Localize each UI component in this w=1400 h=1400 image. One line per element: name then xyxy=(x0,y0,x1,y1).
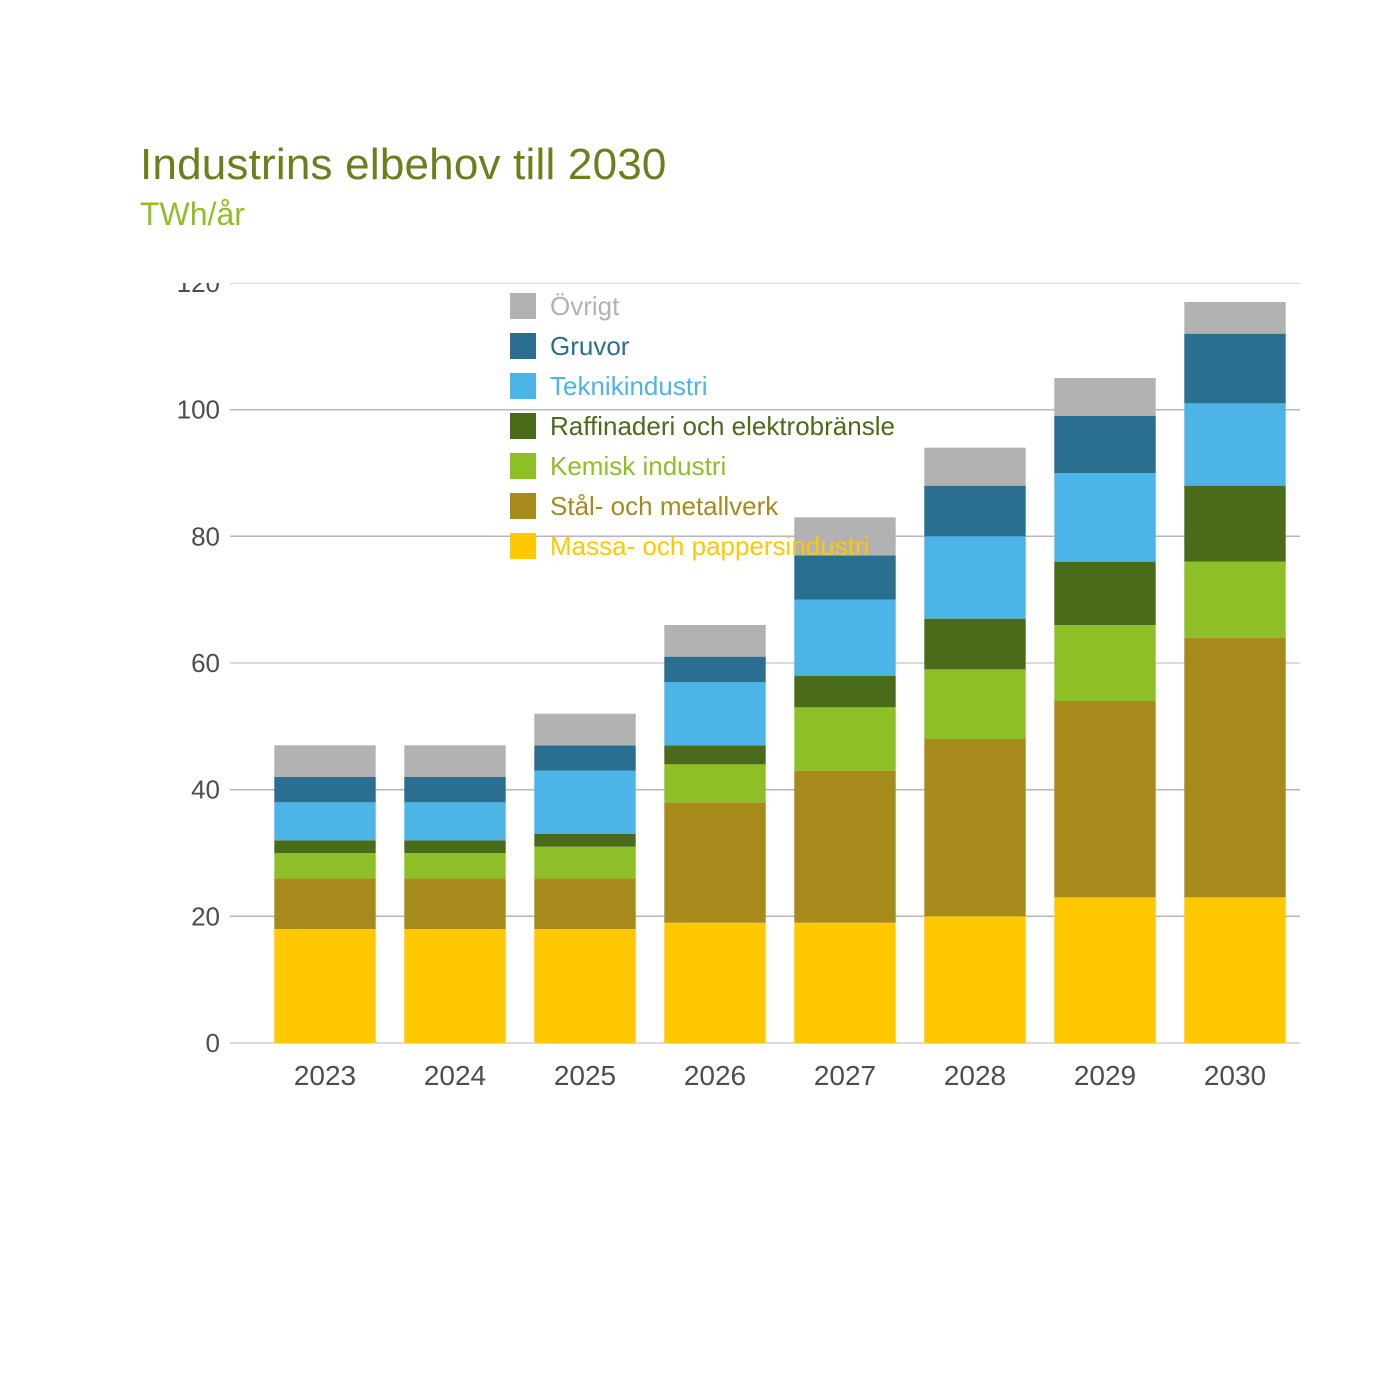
bar-segment-massa xyxy=(1184,897,1285,1043)
bar-segment-stal xyxy=(534,878,635,929)
bar-segment-raff xyxy=(534,834,635,847)
bar-segment-raff xyxy=(404,840,505,853)
legend-swatch xyxy=(510,533,536,559)
legend-label: Stål- och metallverk xyxy=(550,491,779,521)
bar-segment-teknik xyxy=(534,771,635,834)
x-tick-label: 2023 xyxy=(294,1060,356,1091)
bar-segment-gruvor xyxy=(664,657,765,682)
legend-label: Massa- och pappersindustri xyxy=(550,531,869,561)
bar-segment-gruvor xyxy=(404,777,505,802)
bar-segment-stal xyxy=(404,878,505,929)
bar-segment-stal xyxy=(794,771,895,923)
chart-container: Industrins elbehov till 2030 TWh/år TWh/… xyxy=(140,140,1340,1188)
bar-segment-massa xyxy=(534,929,635,1043)
bar-segment-teknik xyxy=(274,802,375,840)
bar-segment-teknik xyxy=(794,600,895,676)
x-tick-label: 2029 xyxy=(1074,1060,1136,1091)
bar-segment-kemisk xyxy=(924,669,1025,739)
bar-segment-teknik xyxy=(404,802,505,840)
bar-segment-gruvor xyxy=(1184,334,1285,404)
bar-segment-raff xyxy=(794,676,895,708)
legend-swatch xyxy=(510,333,536,359)
bar-segment-stal xyxy=(1184,638,1285,898)
bar-segment-stal xyxy=(664,802,765,922)
bar-segment-massa xyxy=(274,929,375,1043)
bar-segment-ovrigt xyxy=(664,625,765,657)
bar-segment-teknik xyxy=(664,682,765,745)
bar-segment-raff xyxy=(274,840,375,853)
x-tick-label: 2027 xyxy=(814,1060,876,1091)
y-tick-label: 120 xyxy=(177,283,220,298)
bar-segment-gruvor xyxy=(924,486,1025,537)
legend-item: Stål- och metallverk xyxy=(510,491,779,521)
bar-segment-massa xyxy=(924,916,1025,1043)
bar-segment-kemisk xyxy=(1054,625,1155,701)
legend-label: Övrigt xyxy=(550,291,620,321)
legend-item: Teknikindustri xyxy=(510,371,708,401)
bar-segment-kemisk xyxy=(404,853,505,878)
bar-segment-ovrigt xyxy=(1054,378,1155,416)
bar-segment-raff xyxy=(1054,562,1155,625)
legend-swatch xyxy=(510,413,536,439)
chart-title: Industrins elbehov till 2030 xyxy=(140,140,1340,190)
y-tick-label: 0 xyxy=(206,1028,220,1058)
bar-segment-raff xyxy=(664,745,765,764)
bar-segment-ovrigt xyxy=(274,745,375,777)
bar-segment-stal xyxy=(924,739,1025,916)
bar-segment-ovrigt xyxy=(534,714,635,746)
bar-segment-gruvor xyxy=(274,777,375,802)
bar-segment-massa xyxy=(1054,897,1155,1043)
y-tick-label: 40 xyxy=(191,775,220,805)
bar-segment-ovrigt xyxy=(924,448,1025,486)
legend-item: Gruvor xyxy=(510,331,630,361)
legend-swatch xyxy=(510,453,536,479)
legend-swatch xyxy=(510,493,536,519)
bar-segment-kemisk xyxy=(1184,562,1285,638)
bar-segment-massa xyxy=(794,923,895,1043)
x-tick-label: 2024 xyxy=(424,1060,486,1091)
bar-segment-raff xyxy=(1184,486,1285,562)
x-tick-label: 2030 xyxy=(1204,1060,1266,1091)
x-tick-label: 2028 xyxy=(944,1060,1006,1091)
chart-subtitle: TWh/år xyxy=(140,196,1340,233)
legend-swatch xyxy=(510,293,536,319)
bar-segment-gruvor xyxy=(794,555,895,599)
bar-segment-kemisk xyxy=(664,764,765,802)
chart-svg: TWh/år0204060801001202023202420252026202… xyxy=(140,283,1340,1183)
y-tick-label: 60 xyxy=(191,648,220,678)
legend-label: Kemisk industri xyxy=(550,451,726,481)
bar-segment-stal xyxy=(1054,701,1155,897)
x-tick-label: 2026 xyxy=(684,1060,746,1091)
bar-segment-gruvor xyxy=(1054,416,1155,473)
bar-segment-stal xyxy=(274,878,375,929)
bar-segment-raff xyxy=(924,619,1025,670)
legend-label: Teknikindustri xyxy=(550,371,708,401)
legend-item: Kemisk industri xyxy=(510,451,726,481)
legend-label: Raffinaderi och elektrobränsle xyxy=(550,411,895,441)
y-tick-label: 100 xyxy=(177,395,220,425)
legend-item: Massa- och pappersindustri xyxy=(510,531,869,561)
legend-item: Övrigt xyxy=(510,291,620,321)
bar-segment-massa xyxy=(404,929,505,1043)
page: { "title": { "text": "Industrins elbehov… xyxy=(0,0,1400,1400)
bar-segment-teknik xyxy=(1184,403,1285,485)
legend-item: Raffinaderi och elektrobränsle xyxy=(510,411,895,441)
y-tick-label: 80 xyxy=(191,521,220,551)
bar-segment-massa xyxy=(664,923,765,1043)
legend-swatch xyxy=(510,373,536,399)
legend-label: Gruvor xyxy=(550,331,630,361)
bar-segment-ovrigt xyxy=(1184,302,1285,334)
bar-segment-kemisk xyxy=(534,847,635,879)
bar-segment-kemisk xyxy=(794,707,895,770)
y-tick-label: 20 xyxy=(191,901,220,931)
bar-segment-ovrigt xyxy=(404,745,505,777)
x-tick-label: 2025 xyxy=(554,1060,616,1091)
bar-segment-teknik xyxy=(924,536,1025,618)
bar-segment-gruvor xyxy=(534,745,635,770)
bar-segment-teknik xyxy=(1054,473,1155,562)
bar-segment-kemisk xyxy=(274,853,375,878)
